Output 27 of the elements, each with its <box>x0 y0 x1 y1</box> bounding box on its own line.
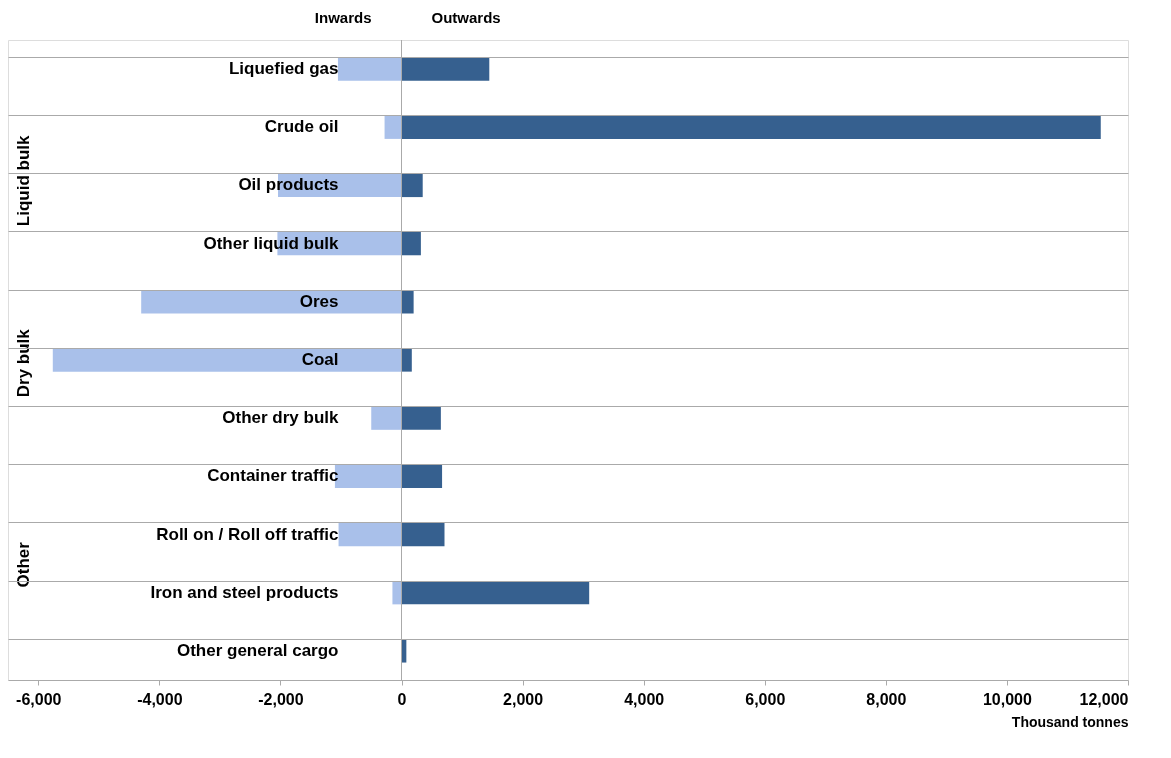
y-tick-label: Coal <box>301 350 339 369</box>
text: Inwards <box>314 9 372 26</box>
x-tick-label: -2,000 <box>258 690 304 708</box>
x-tick-label: -6,000 <box>16 690 62 708</box>
annotation: Other <box>14 541 33 588</box>
y-tick-label: Iron and steel products <box>150 582 339 602</box>
x-tick-label: 0 <box>397 690 407 708</box>
y-tick-label: Crude oil <box>264 117 339 137</box>
x-tick-label: 4,000 <box>624 690 665 708</box>
text: Outwards <box>431 9 501 26</box>
y-tick-label: Roll on / Roll off traffic <box>156 524 339 544</box>
x-tick-label: -4,000 <box>137 690 183 708</box>
y-tick-label: Oil products <box>238 175 339 195</box>
y-tick-label: Ores <box>299 291 339 311</box>
x-tick-label: 6,000 <box>745 690 786 708</box>
x-tick-label: 10,000 <box>982 690 1032 708</box>
x-tick-label: 8,000 <box>866 690 907 708</box>
annotation: Dry bulk <box>14 328 33 398</box>
x-tick-label: 2,000 <box>503 690 544 708</box>
y-tick-label: Other general cargo <box>176 640 339 660</box>
annotation: Liquid bulk <box>14 134 33 227</box>
y-tick-label: Other liquid bulk <box>203 233 340 253</box>
y-tick-label: Container traffic <box>207 466 339 486</box>
y-tick-label: Liquefied gas <box>228 59 339 79</box>
x-axis-title: Thousand tonnes <box>1011 713 1129 730</box>
x-tick-label: 12,000 <box>1079 690 1129 708</box>
y-tick-label: Other dry bulk <box>222 408 340 428</box>
